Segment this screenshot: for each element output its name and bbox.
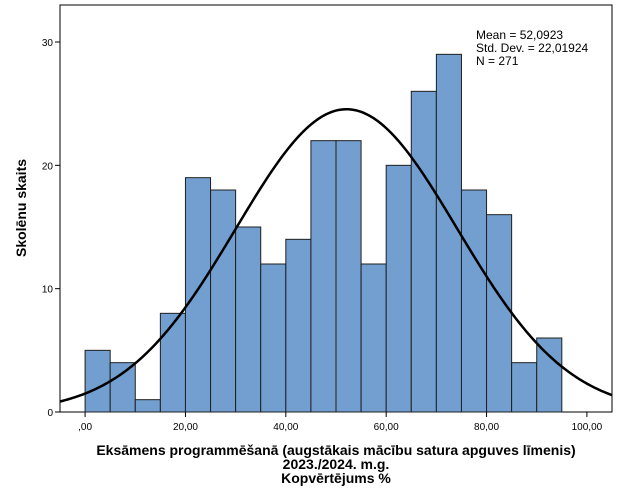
x-tick-label-3: 60,00 [374,422,399,433]
x-tick-label-5: 100,00 [572,422,603,433]
histogram-bar-12 [385,164,412,413]
histogram-bar-3 [159,312,186,413]
histogram-bar-13 [410,90,437,413]
histogram-bar-18 [536,337,563,413]
y-tick-label-0: 0 [47,408,53,419]
histogram-bar-7 [260,263,287,413]
x-axis-ticks: ,00 20,00 40,00 60,00 80,00 100,00 [78,412,603,433]
histogram-bar-4 [184,177,212,413]
x-tick-label-4: 80,00 [474,422,499,433]
histogram-bar-16 [486,214,513,413]
histogram-bar-1 [109,362,136,413]
histogram-bar-6 [235,226,262,413]
histogram-bar-11 [360,263,387,413]
x-axis-title-line-3: Kopvērtējums % [281,470,391,486]
x-axis-title-line-1: Eksāmens programmēšanā (augstākais mācīb… [96,442,575,458]
histogram-bar-9 [310,140,337,413]
y-axis-title: Skolēnu skaits [13,159,29,257]
x-tick-label-1: 20,00 [173,422,198,433]
x-axis-title-line-2: 2023./2024. m.g. [283,456,390,472]
histogram-bar-8 [285,238,312,413]
y-tick-label-1: 10 [42,285,54,296]
normal-curve [59,107,613,403]
bars-group [84,53,563,413]
y-axis-ticks: 0 10 20 30 [42,38,60,419]
histogram-bar-2 [134,399,161,413]
y-tick-label-2: 20 [42,161,54,172]
stats-n: N = 271 [476,54,519,68]
x-tick-label-2: 40,00 [273,422,298,433]
x-tick-label-0: ,00 [78,422,92,433]
histogram-bar-10 [335,140,362,413]
stats-mean: Mean = 52,0923 [476,28,563,42]
stats-std-dev: Std. Dev. = 22,01924 [476,41,589,55]
y-tick-label-3: 30 [42,38,54,49]
histogram-bar-15 [460,189,488,413]
histogram-bar-14 [435,53,462,413]
histogram-bar-0 [84,349,111,413]
histogram-bar-17 [511,362,538,413]
histogram-bar-5 [210,189,237,413]
